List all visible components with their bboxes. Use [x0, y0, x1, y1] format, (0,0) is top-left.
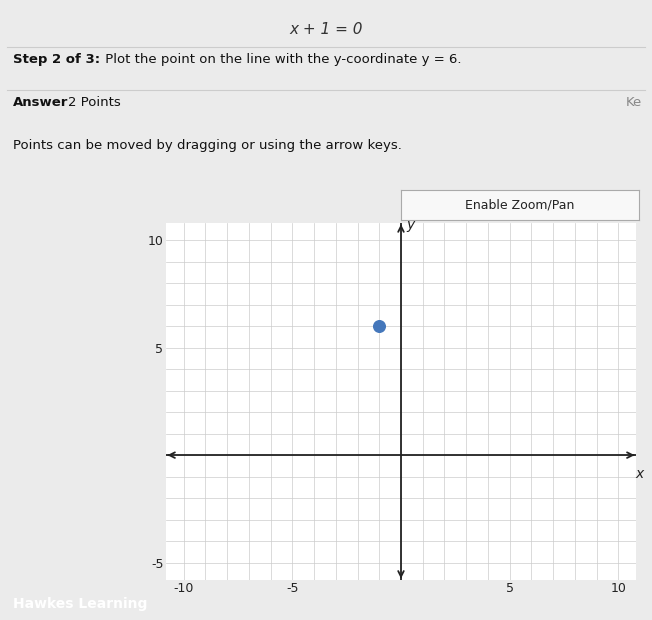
Text: 2 Points: 2 Points — [68, 96, 121, 109]
Text: Plot the point on the line with the y-coordinate y = 6.: Plot the point on the line with the y-co… — [101, 53, 462, 66]
Text: Points can be moved by dragging or using the arrow keys.: Points can be moved by dragging or using… — [13, 140, 402, 153]
Text: Hawkes Learning: Hawkes Learning — [13, 597, 147, 611]
Text: x: x — [635, 467, 644, 481]
Text: y: y — [406, 218, 415, 232]
Text: Enable Zoom/Pan: Enable Zoom/Pan — [466, 199, 574, 211]
Point — [374, 321, 385, 331]
Text: Answer: Answer — [13, 96, 68, 109]
Text: x + 1 = 0: x + 1 = 0 — [289, 22, 363, 37]
Text: Ke: Ke — [626, 96, 642, 109]
Text: Step 2 of 3:: Step 2 of 3: — [13, 53, 100, 66]
